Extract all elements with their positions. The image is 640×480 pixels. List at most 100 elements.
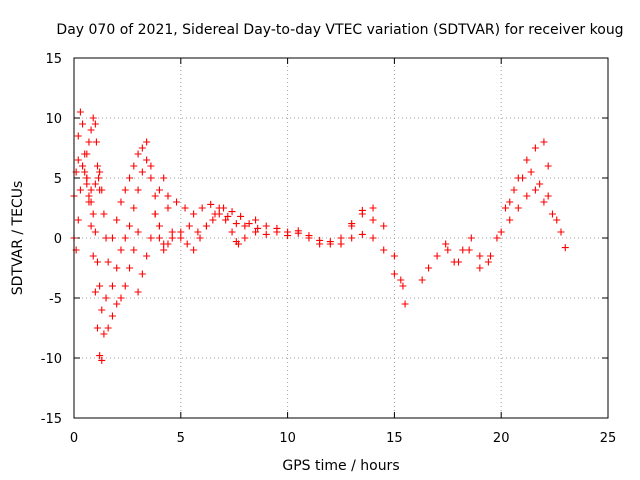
- y-tick-label: 15: [45, 52, 62, 67]
- data-point: [151, 192, 159, 200]
- data-point: [83, 174, 91, 182]
- data-point: [531, 186, 539, 194]
- data-point: [337, 234, 345, 242]
- data-point: [98, 356, 106, 364]
- data-point: [232, 220, 240, 228]
- data-point: [369, 204, 377, 212]
- x-tick-label: 0: [70, 431, 78, 446]
- data-point: [262, 230, 270, 238]
- data-point: [155, 234, 163, 242]
- data-point: [121, 186, 129, 194]
- data-point: [74, 216, 82, 224]
- data-point: [245, 220, 253, 228]
- data-point: [81, 168, 89, 176]
- x-tick-label: 20: [493, 431, 510, 446]
- data-point: [190, 210, 198, 218]
- data-point: [207, 200, 215, 208]
- data-point: [134, 186, 142, 194]
- data-point: [138, 144, 146, 152]
- data-point: [74, 132, 82, 140]
- data-point: [194, 228, 202, 236]
- data-point: [497, 228, 505, 236]
- data-point: [160, 240, 168, 248]
- data-point: [147, 234, 155, 242]
- data-point: [93, 258, 101, 266]
- data-point: [273, 224, 281, 232]
- data-point: [506, 198, 514, 206]
- data-point: [237, 212, 245, 220]
- data-point: [76, 108, 84, 116]
- data-point: [155, 186, 163, 194]
- data-point: [358, 230, 366, 238]
- data-point: [138, 168, 146, 176]
- x-tick-label: 15: [386, 431, 403, 446]
- data-point: [177, 234, 185, 242]
- data-point: [380, 222, 388, 230]
- data-point: [96, 282, 104, 290]
- data-point: [252, 216, 260, 224]
- data-point: [222, 216, 230, 224]
- data-point: [348, 220, 356, 228]
- data-point: [76, 186, 84, 194]
- data-point: [487, 252, 495, 260]
- data-points: [70, 108, 569, 364]
- data-point: [93, 162, 101, 170]
- data-point: [183, 240, 191, 248]
- data-point: [87, 126, 95, 134]
- data-point: [113, 300, 121, 308]
- data-point: [79, 162, 87, 170]
- data-point: [220, 204, 228, 212]
- data-point: [196, 234, 204, 242]
- data-point: [108, 282, 116, 290]
- data-point: [121, 234, 129, 242]
- data-point: [160, 246, 168, 254]
- data-point: [134, 288, 142, 296]
- data-point: [173, 198, 181, 206]
- data-point: [348, 234, 356, 242]
- data-point: [459, 246, 467, 254]
- data-point: [215, 210, 223, 218]
- data-point: [104, 258, 112, 266]
- data-point: [523, 156, 531, 164]
- data-point: [168, 234, 176, 242]
- data-point: [531, 144, 539, 152]
- plot-frame: [73, 57, 609, 419]
- x-tick-label: 10: [279, 431, 296, 446]
- data-point: [168, 228, 176, 236]
- data-point: [87, 222, 95, 230]
- data-point: [130, 204, 138, 212]
- y-axis-label: SDTVAR / TECUs: [10, 181, 26, 296]
- data-point: [553, 216, 561, 224]
- data-point: [100, 330, 108, 338]
- data-point: [380, 246, 388, 254]
- data-point: [121, 282, 129, 290]
- data-point: [561, 244, 569, 252]
- data-point: [548, 210, 556, 218]
- data-point: [476, 252, 484, 260]
- data-point: [85, 192, 93, 200]
- data-point: [425, 264, 433, 272]
- data-point: [252, 228, 260, 236]
- data-point: [326, 240, 334, 248]
- data-point: [91, 120, 99, 128]
- data-point: [514, 174, 522, 182]
- y-tick-label: 10: [45, 112, 62, 127]
- data-point: [544, 162, 552, 170]
- data-point: [98, 306, 106, 314]
- data-point: [369, 216, 377, 224]
- data-point: [96, 168, 104, 176]
- data-point: [514, 204, 522, 212]
- data-point: [87, 198, 95, 206]
- data-point: [232, 238, 240, 246]
- data-point: [108, 312, 116, 320]
- data-point: [510, 186, 518, 194]
- data-point: [433, 252, 441, 260]
- data-point: [164, 192, 172, 200]
- data-point: [465, 246, 473, 254]
- data-point: [202, 222, 210, 230]
- data-point: [294, 227, 302, 235]
- data-point: [143, 156, 151, 164]
- data-point: [130, 162, 138, 170]
- data-point: [262, 222, 270, 230]
- data-point: [89, 114, 97, 122]
